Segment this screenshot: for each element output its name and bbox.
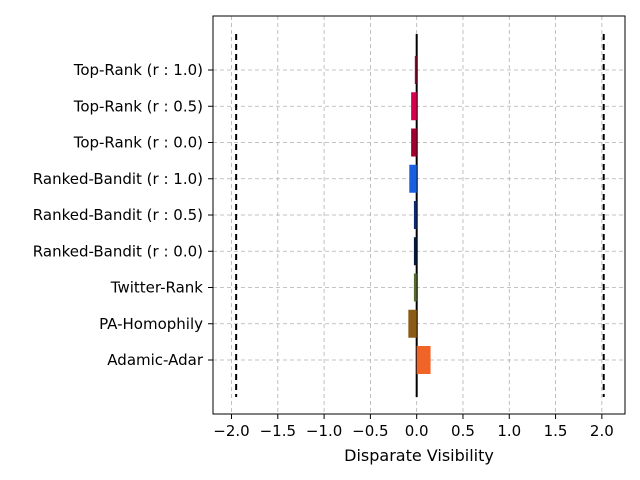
bar — [411, 128, 417, 157]
x-tick-label: 1.0 — [497, 422, 521, 440]
x-tick-label: −0.5 — [352, 422, 388, 440]
y-tick-label: Twitter-Rank — [110, 279, 204, 297]
bars — [408, 56, 431, 374]
x-tick-label: 1.5 — [544, 422, 568, 440]
bar — [413, 237, 417, 266]
y-tick-label: Ranked-Bandit (r : 0.0) — [33, 242, 203, 260]
bar — [411, 92, 417, 121]
y-tick-label: Top-Rank (r : 1.0) — [73, 61, 203, 79]
y-tick-label: PA-Homophily — [99, 315, 203, 333]
x-tick-label: −2.0 — [213, 422, 249, 440]
y-tick-label: Adamic-Adar — [107, 351, 204, 369]
x-tick-label: −1.0 — [306, 422, 342, 440]
bar — [414, 56, 417, 84]
x-tick-label: 0.0 — [405, 422, 429, 440]
y-tick-label: Ranked-Bandit (r : 1.0) — [33, 170, 203, 188]
bar — [408, 309, 417, 338]
x-tick-labels: −2.0 −1.5 −1.0 −0.5 0.0 0.5 1.0 1.5 2.0 — [213, 414, 614, 440]
bar — [413, 273, 417, 302]
y-tick-label: Ranked-Bandit (r : 0.5) — [33, 206, 203, 224]
bar — [413, 201, 417, 229]
y-tick-labels: Top-Rank (r : 1.0) Top-Rank (r : 0.5) Top-… — [33, 61, 213, 369]
x-tick-label: 2.0 — [590, 422, 614, 440]
x-tick-label: −1.5 — [260, 422, 296, 440]
x-axis-label: Disparate Visibility — [344, 446, 494, 465]
bar — [409, 164, 417, 193]
y-tick-label: Top-Rank (r : 0.0) — [73, 134, 203, 152]
bar — [416, 346, 431, 374]
x-tick-label: 0.5 — [451, 422, 475, 440]
y-tick-label: Top-Rank (r : 0.5) — [73, 97, 203, 115]
